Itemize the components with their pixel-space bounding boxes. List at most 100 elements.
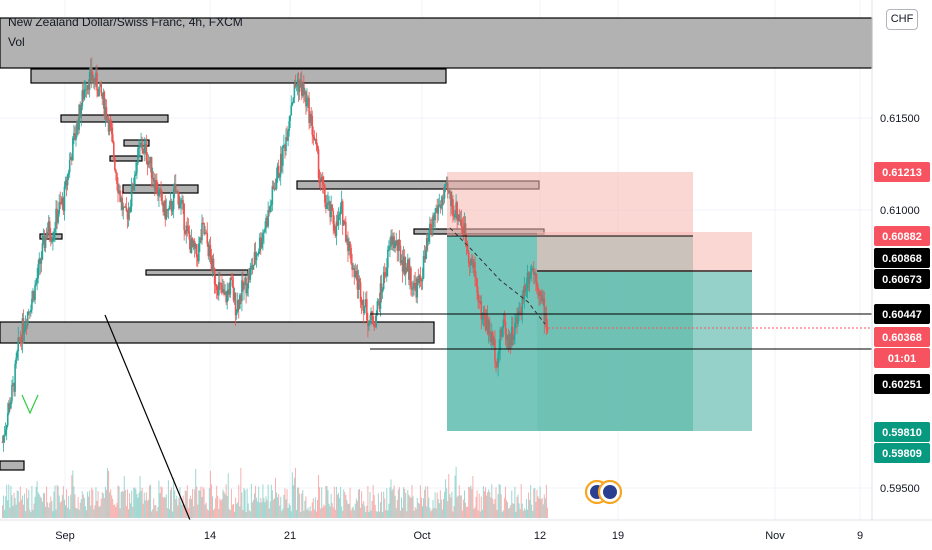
candle-body — [274, 188, 277, 190]
candle-body — [20, 338, 23, 344]
candle-body — [68, 159, 71, 173]
volume-bar — [302, 489, 304, 518]
symbol-title[interactable]: New Zealand Dollar/Swiss Franc, 4h, FXCM — [8, 15, 243, 29]
candle-body — [102, 91, 105, 99]
candle-body — [235, 311, 238, 316]
candle-body — [318, 177, 321, 179]
volume-bar — [226, 495, 228, 518]
volume-bar — [124, 489, 126, 518]
volume-bar — [351, 507, 353, 518]
volume-bar — [489, 491, 491, 518]
volume-bar — [59, 502, 61, 518]
volume-bar — [376, 511, 378, 518]
volume-bar — [88, 496, 90, 518]
volume-bar — [254, 493, 255, 518]
volume-bar — [70, 494, 72, 518]
candle-body — [177, 191, 179, 194]
candle-body — [156, 180, 158, 193]
volume-bar — [119, 508, 121, 518]
volume-bar — [510, 504, 512, 518]
volume-bar — [170, 489, 171, 518]
volume-bar — [528, 492, 530, 518]
candle-body — [277, 165, 280, 178]
candle-body — [479, 301, 482, 303]
volume-bar — [393, 485, 395, 518]
candle-body — [25, 324, 28, 326]
volume-bar — [247, 503, 249, 518]
volume-bar — [25, 510, 27, 518]
volume-bar — [188, 498, 190, 518]
candle-body — [64, 180, 67, 187]
volume-bar — [466, 507, 468, 518]
volume-bar — [8, 484, 10, 518]
volume-bar — [436, 492, 438, 518]
volume-bar — [483, 491, 485, 518]
volume-bar — [221, 499, 223, 518]
position-tools[interactable] — [447, 172, 752, 431]
candle-body — [13, 383, 15, 392]
volume-bar — [230, 488, 232, 518]
candle-body — [296, 79, 299, 86]
volume-bar — [475, 496, 477, 518]
candle-body — [35, 282, 37, 285]
candle-body — [411, 286, 413, 290]
candle-body — [40, 259, 43, 264]
volume-bar — [315, 511, 317, 518]
volume-bar — [105, 489, 107, 518]
candle-body — [506, 335, 509, 341]
candle-body — [123, 206, 126, 208]
volume-bar — [270, 484, 272, 518]
candle-body — [145, 144, 148, 161]
candle-body — [281, 153, 283, 166]
volume-bar — [35, 486, 37, 518]
volume-bar — [141, 487, 143, 518]
price-label: 0.60882 — [882, 231, 922, 243]
candle-body — [236, 299, 239, 312]
volume-bar — [545, 484, 547, 518]
candle-body — [336, 221, 339, 226]
candle-body — [34, 284, 36, 300]
time-axis[interactable]: Sep 14 21 Oct 12 19 Nov 9 — [55, 530, 863, 542]
volume-bar — [306, 509, 308, 518]
volume-bar — [533, 488, 535, 518]
event-markers[interactable] — [584, 479, 623, 505]
volume-bar — [439, 490, 441, 518]
volume-bar — [154, 505, 156, 518]
volume-bar — [283, 494, 285, 518]
volume-bar — [455, 466, 457, 518]
candle-body — [229, 277, 232, 295]
candle-body — [393, 236, 395, 248]
volume-label[interactable]: Vol — [8, 35, 25, 49]
volume-bar — [327, 490, 329, 518]
candle-body — [538, 290, 540, 296]
candle-body — [142, 150, 144, 154]
volume-bar — [465, 502, 467, 518]
volume-bar — [500, 494, 502, 518]
candle-body — [535, 273, 537, 282]
candle-body — [305, 91, 307, 107]
volume-bar — [406, 511, 408, 518]
volume-bar — [431, 509, 433, 518]
candle-body — [128, 208, 131, 212]
candle-body — [475, 276, 477, 279]
volume-bar — [512, 503, 514, 518]
volume-bar — [166, 508, 168, 518]
candle-body — [23, 329, 26, 334]
drawn-zones — [0, 17, 873, 471]
price-label: 0.60673 — [882, 274, 922, 286]
volume-bar — [98, 506, 100, 518]
volume-bar — [323, 504, 325, 518]
candle-body — [378, 301, 381, 309]
volume-bar — [42, 493, 44, 518]
volume-bar — [405, 492, 407, 518]
candle-body — [265, 217, 267, 229]
candle-body — [355, 270, 358, 275]
volume-bar — [501, 511, 503, 518]
candle-body — [321, 176, 324, 185]
price-axis[interactable]: 0.61500 0.61000 0.59500 0.61213 0.60882 0.608… — [874, 113, 930, 495]
currency-button[interactable]: CHF — [886, 9, 918, 30]
candle-body — [155, 180, 157, 191]
candle-body — [508, 334, 511, 350]
price-label-bg — [874, 422, 930, 442]
